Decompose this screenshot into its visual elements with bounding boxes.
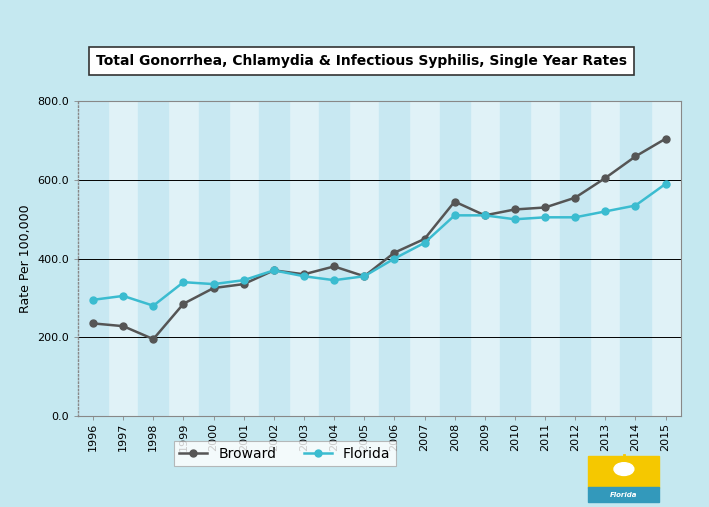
Broward	[661, 136, 670, 142]
Florida	[300, 273, 308, 279]
Bar	[440, 101, 470, 416]
Text: Total Gonorrhea, Chlamydia & Infectious Syphilis, Single Year Rates: Total Gonorrhea, Chlamydia & Infectious …	[96, 54, 627, 68]
Florida	[360, 273, 369, 279]
Broward	[149, 336, 157, 342]
Bar	[199, 101, 229, 416]
Broward	[541, 204, 549, 210]
Broward	[119, 323, 128, 329]
Broward	[571, 195, 579, 201]
Florida	[149, 303, 157, 309]
Circle shape	[614, 463, 634, 476]
Florida	[209, 281, 218, 287]
Florida	[269, 267, 278, 273]
Bar	[379, 101, 410, 416]
Florida	[510, 216, 519, 222]
Florida	[119, 293, 128, 299]
Florida	[631, 202, 640, 208]
Bar	[560, 101, 591, 416]
Broward	[420, 236, 429, 242]
Bar	[500, 101, 530, 416]
Text: Florida: Florida	[610, 492, 637, 498]
Broward	[179, 301, 188, 307]
Florida	[330, 277, 338, 283]
Florida	[179, 279, 188, 285]
Legend: Broward, Florida: Broward, Florida	[174, 441, 396, 466]
Broward	[240, 281, 248, 287]
Broward	[89, 320, 97, 327]
Florida	[541, 214, 549, 221]
Florida	[450, 212, 459, 219]
Line: Broward: Broward	[89, 135, 669, 343]
Broward	[300, 271, 308, 277]
Line: Florida: Florida	[89, 180, 669, 309]
Florida	[240, 277, 248, 283]
Florida	[390, 256, 398, 262]
Y-axis label: Rate Per 100,000: Rate Per 100,000	[18, 204, 32, 313]
Bar	[620, 101, 651, 416]
Bar	[138, 101, 168, 416]
Broward	[510, 206, 519, 212]
Florida	[661, 181, 670, 187]
Florida	[89, 297, 97, 303]
Bar	[319, 101, 350, 416]
Bar	[588, 487, 659, 502]
Bar	[588, 456, 659, 488]
Florida	[601, 208, 610, 214]
Bar	[78, 101, 108, 416]
Broward	[390, 249, 398, 256]
Broward	[269, 267, 278, 273]
Broward	[601, 175, 610, 181]
Broward	[330, 264, 338, 270]
Bar	[259, 101, 289, 416]
Florida	[481, 212, 489, 219]
Broward	[481, 212, 489, 219]
Broward	[360, 273, 369, 279]
Florida	[420, 240, 429, 246]
Florida	[571, 214, 579, 221]
Broward	[209, 285, 218, 291]
Broward	[450, 199, 459, 205]
Broward	[631, 153, 640, 159]
